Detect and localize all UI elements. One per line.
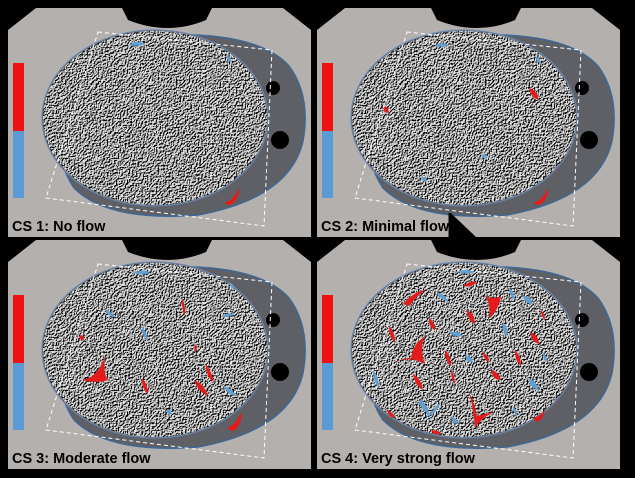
panel-cs1: CS 1: No flow [8,8,311,237]
panel-cs2: CS 2: Minimal flow [317,8,620,237]
blue-flow-spot [434,43,449,47]
red-flow-spot [224,188,240,205]
doppler-image-cs3 [8,240,311,469]
blue-flow-spot [481,154,487,159]
panel-cs3: CS 3: Moderate flow [8,240,311,469]
blue-flow-spot [226,55,232,63]
panel-caption: CS 2: Minimal flow [321,219,450,235]
panel-cs4: CS 4: Very strong flow [317,240,620,469]
panel-caption: CS 3: Moderate flow [12,451,151,467]
flow-signals [129,41,240,205]
blue-flow-spot [129,41,145,46]
doppler-image-cs4 [317,240,620,469]
red-flow-spot [529,88,539,100]
red-flow-spot [383,106,389,113]
flow-signals [79,270,242,431]
panel-caption: CS 1: No flow [12,219,106,235]
doppler-image-cs2 [317,8,620,237]
red-flow-spot [533,188,549,205]
mouse-pointer-icon [448,213,476,237]
flow-signals [383,43,549,205]
panel-caption: CS 4: Very strong flow [321,451,475,467]
flow-signals [373,270,547,435]
blue-flow-spot [535,56,541,64]
blue-flow-spot [422,177,427,182]
doppler-image-cs1 [8,8,311,237]
